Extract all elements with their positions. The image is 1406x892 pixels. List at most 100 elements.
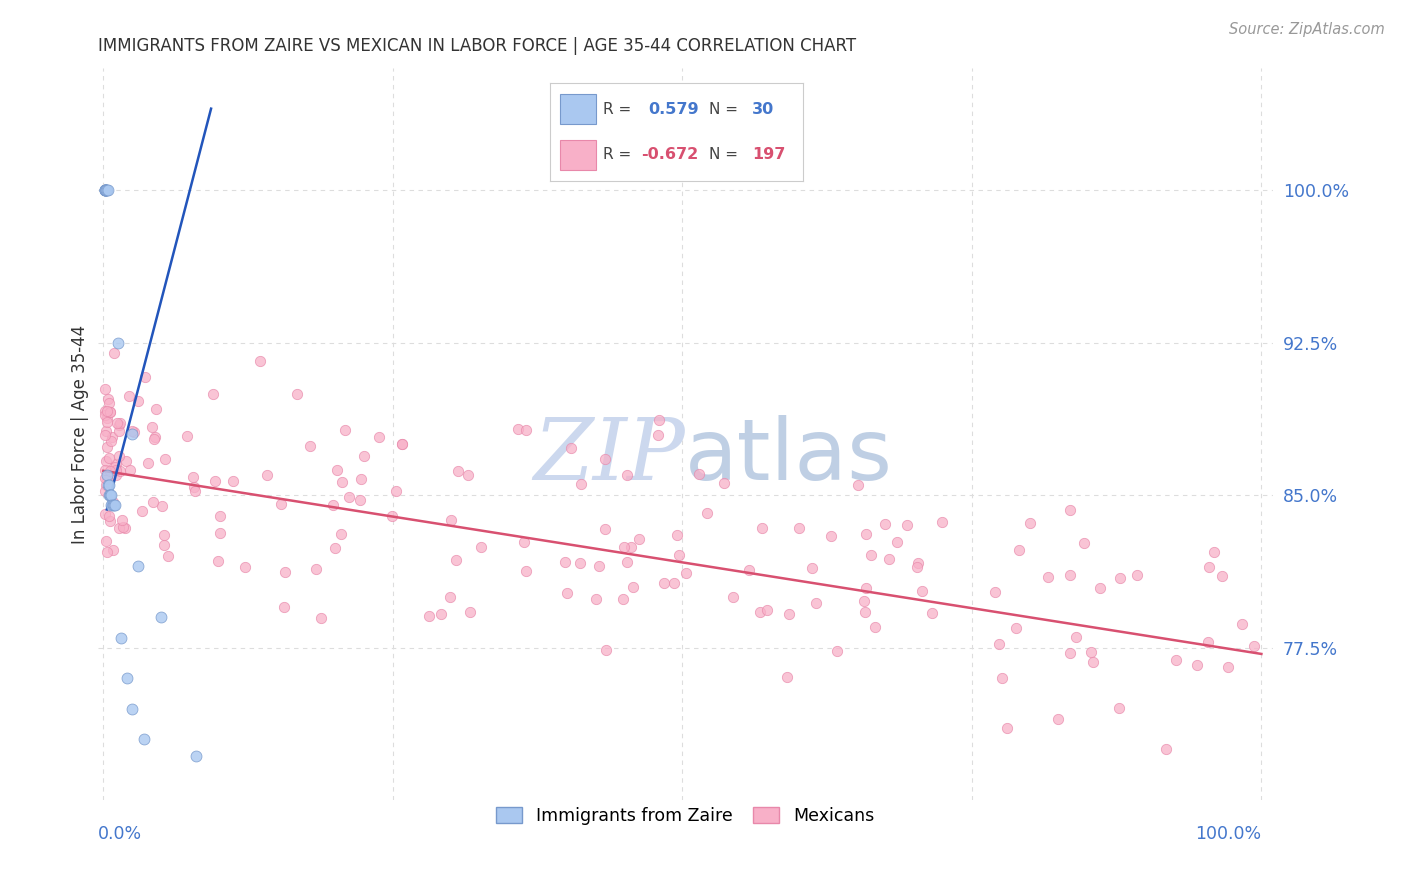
Point <box>1164 653 1187 667</box>
Point <box>93 183 115 197</box>
Point <box>1066 630 1088 644</box>
Point <box>513 535 536 549</box>
Point <box>97 183 120 197</box>
Point <box>184 483 207 498</box>
Point <box>430 607 453 622</box>
Point <box>1198 560 1220 574</box>
Point <box>1197 635 1219 649</box>
Point <box>134 369 156 384</box>
Point <box>103 346 125 360</box>
Point <box>439 590 461 604</box>
Point <box>846 478 869 492</box>
Point <box>105 416 128 430</box>
Point <box>150 610 173 624</box>
Point <box>696 506 718 520</box>
Point <box>353 450 375 464</box>
Point <box>100 488 122 502</box>
Point <box>112 519 135 533</box>
Point <box>107 335 129 350</box>
Point <box>285 386 308 401</box>
Point <box>183 470 205 484</box>
Point <box>94 483 117 498</box>
Point <box>853 605 876 619</box>
Point <box>776 670 799 684</box>
Point <box>875 517 897 532</box>
Point <box>304 562 326 576</box>
Point <box>458 606 481 620</box>
Point <box>905 560 928 574</box>
Point <box>298 439 321 453</box>
Point <box>907 557 929 571</box>
Point <box>142 433 165 447</box>
Point <box>98 478 121 492</box>
Point <box>555 585 578 599</box>
Point <box>120 462 142 476</box>
Point <box>309 610 332 624</box>
Point <box>142 495 165 509</box>
Point <box>748 605 770 619</box>
Point <box>662 576 685 591</box>
Point <box>93 183 115 197</box>
Point <box>1230 617 1253 632</box>
Point <box>616 468 638 483</box>
Point <box>124 425 146 439</box>
Point <box>93 471 115 485</box>
Point <box>98 465 121 479</box>
Point <box>654 576 676 591</box>
Point <box>991 671 1014 685</box>
Point <box>157 549 180 564</box>
Legend: Immigrants from Zaire, Mexicans: Immigrants from Zaire, Mexicans <box>489 800 882 832</box>
Point <box>860 548 883 562</box>
Point <box>93 428 115 442</box>
Point <box>105 458 128 472</box>
Point <box>984 585 1007 599</box>
Text: atlas: atlas <box>685 415 893 498</box>
Point <box>127 393 149 408</box>
Point <box>110 631 132 645</box>
Point <box>96 533 118 548</box>
Point <box>97 451 120 466</box>
Point <box>136 456 159 470</box>
Point <box>896 518 918 533</box>
Point <box>96 440 118 454</box>
Point <box>470 540 492 554</box>
Point <box>93 183 115 197</box>
Point <box>103 494 125 508</box>
Point <box>98 488 121 502</box>
Point <box>209 525 232 540</box>
Point <box>593 451 616 466</box>
Point <box>418 608 440 623</box>
Point <box>96 403 118 417</box>
Point <box>233 559 256 574</box>
Point <box>1046 712 1069 726</box>
Point <box>256 468 278 483</box>
Point <box>115 454 138 468</box>
Point <box>132 732 155 747</box>
Point <box>108 417 131 431</box>
Point <box>100 499 122 513</box>
Point <box>94 478 117 492</box>
Point <box>96 472 118 486</box>
Point <box>1008 543 1031 558</box>
Point <box>668 549 690 563</box>
Point <box>333 423 356 437</box>
Point <box>184 748 207 763</box>
Point <box>94 183 117 197</box>
Point <box>100 434 122 449</box>
Point <box>1211 569 1233 583</box>
Point <box>108 449 131 463</box>
Point <box>988 637 1011 651</box>
Point <box>100 430 122 444</box>
Point <box>853 593 876 607</box>
Point <box>751 520 773 534</box>
Point <box>94 424 117 438</box>
Point <box>121 702 143 716</box>
Point <box>322 498 344 512</box>
Point <box>778 607 800 622</box>
Point <box>1108 570 1130 584</box>
Point <box>209 509 232 524</box>
Point <box>688 467 710 481</box>
Point <box>616 555 638 569</box>
Point <box>569 556 592 570</box>
Point <box>588 558 610 573</box>
